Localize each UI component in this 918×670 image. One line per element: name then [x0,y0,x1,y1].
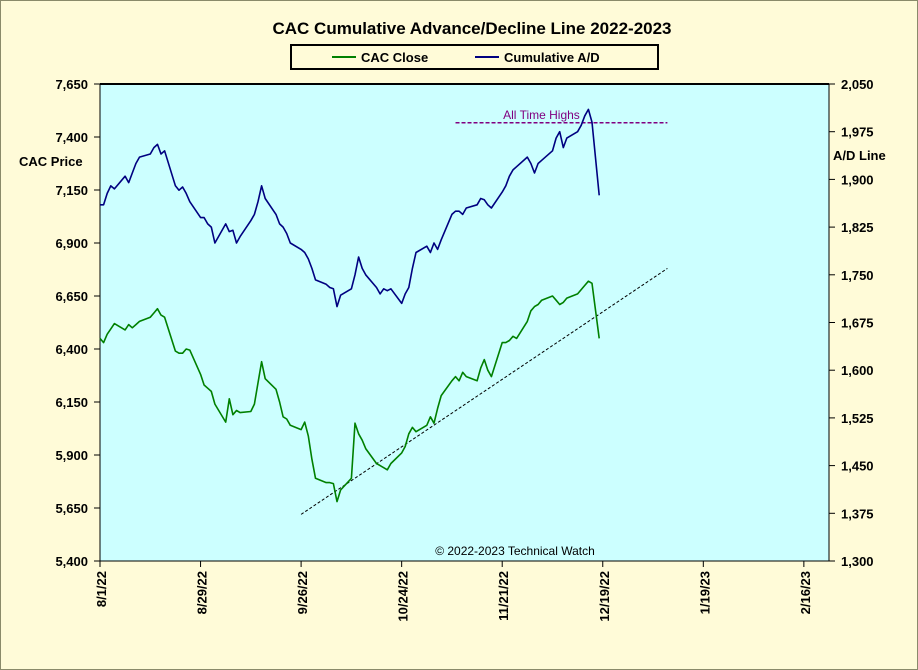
x-tick-label: 12/19/22 [597,571,612,622]
chart-title: CAC Cumulative Advance/Decline Line 2022… [272,19,671,38]
y-right-axis-label: A/D Line [833,148,886,163]
y-left-tick-label: 6,400 [55,342,88,357]
y-left-tick-label: 6,150 [55,395,88,410]
cumulative-ad-line [100,108,600,308]
plot-area [99,83,830,562]
x-tick-label: 10/24/22 [396,571,411,622]
legend-label-ad: Cumulative A/D [504,50,600,65]
y-right-tick-label: 1,675 [841,316,874,331]
x-tick-label: 8/1/22 [94,571,109,607]
support-trendline [300,268,668,515]
x-tick-label: 1/19/23 [697,571,712,614]
y-left-axis-label: CAC Price [19,154,83,169]
y-right-tick-label: 1,975 [841,125,874,140]
x-tick-label: 11/21/22 [496,571,511,621]
y-left-tick-label: 5,400 [55,554,88,569]
y-right-tick-label: 1,525 [841,411,874,426]
y-left-tick-label: 7,150 [55,183,88,198]
x-tick-label: 9/26/22 [295,571,310,614]
y-right-tick-label: 1,375 [841,506,874,521]
y-left-tick-label: 6,900 [55,236,88,251]
y-right-tick-label: 1,450 [841,459,874,474]
cac-close-line [99,280,600,503]
x-tick-label: 8/29/22 [195,571,210,614]
y-left-tick-label: 7,650 [55,77,88,92]
y-right-tick-label: 1,750 [841,268,874,283]
y-left-tick-label: 7,400 [55,130,88,145]
x-tick-label: 2/16/23 [798,571,813,614]
legend-label-cac: CAC Close [361,50,428,65]
y-right-tick-label: 1,900 [841,172,874,187]
y-left-tick-label: 5,650 [55,501,88,516]
y-right-tick-label: 2,050 [841,77,874,92]
y-right-tick-label: 1,300 [841,554,874,569]
y-left-tick-label: 6,650 [55,289,88,304]
copyright-watermark: © 2022-2023 Technical Watch [435,544,595,558]
y-right-tick-label: 1,825 [841,220,874,235]
y-right-tick-label: 1,600 [841,363,874,378]
y-left-tick-label: 5,900 [55,448,88,463]
all-time-highs-label: All Time Highs [503,108,580,122]
